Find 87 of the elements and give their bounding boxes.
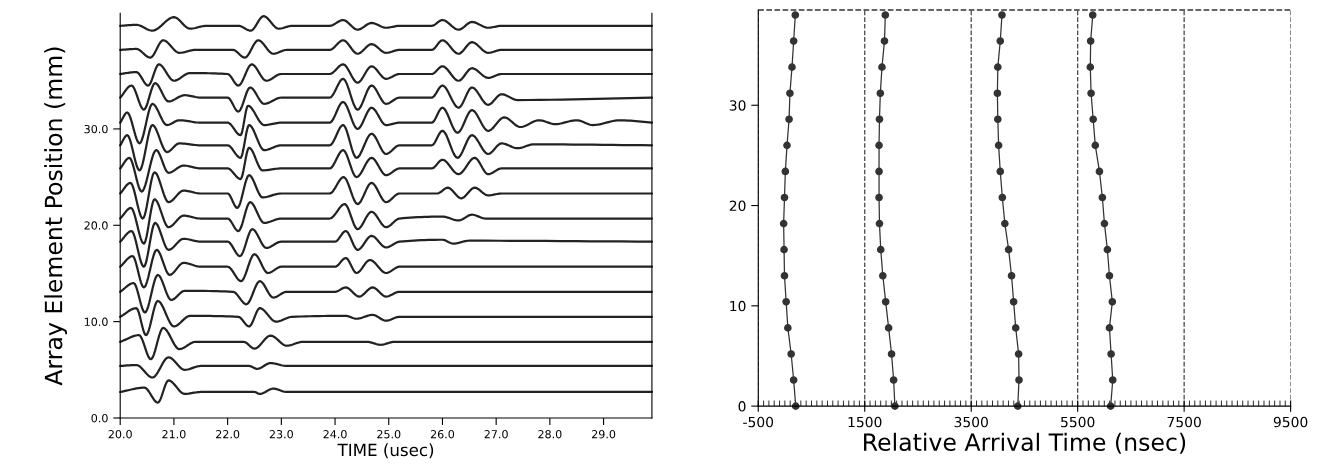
point xyxy=(876,89,885,98)
y-tick-label: 0 xyxy=(738,401,746,412)
point xyxy=(788,63,796,71)
y-tick-label: 20.0 xyxy=(84,221,108,230)
point xyxy=(875,219,884,228)
point xyxy=(1095,167,1104,176)
x-tick-label: -500 xyxy=(743,416,774,428)
point xyxy=(1100,219,1109,228)
point xyxy=(876,245,885,254)
point xyxy=(1011,324,1020,332)
y-tick-label: 30 xyxy=(729,100,746,111)
y-tick-label: 10 xyxy=(730,300,746,312)
point xyxy=(875,141,883,150)
point xyxy=(789,37,798,45)
y-tick-label: 20 xyxy=(729,200,746,212)
point xyxy=(881,11,890,19)
point xyxy=(1015,376,1023,384)
point xyxy=(996,167,1005,176)
point xyxy=(1108,298,1117,306)
point xyxy=(1088,11,1097,19)
x-tick-label: 27.0 xyxy=(484,430,508,439)
point xyxy=(779,219,788,228)
x-tick-label: 29.0 xyxy=(592,430,616,439)
point xyxy=(884,324,893,332)
point xyxy=(785,115,793,124)
x-axis-title: Relative Arrival Time (nsec) xyxy=(864,432,1186,454)
point xyxy=(782,298,790,306)
point xyxy=(998,11,1006,19)
point xyxy=(1091,141,1100,150)
point xyxy=(998,193,1007,202)
point xyxy=(875,193,883,202)
x-tick-label: 24.0 xyxy=(323,430,347,439)
point xyxy=(1007,271,1016,280)
point xyxy=(993,115,1002,124)
point xyxy=(1014,350,1023,358)
x-axis-title: TIME (usec) xyxy=(337,443,434,459)
point xyxy=(875,115,884,124)
point xyxy=(787,350,795,358)
point xyxy=(780,193,789,202)
point xyxy=(889,376,898,384)
point xyxy=(1105,271,1114,280)
y-tick-label: 30.0 xyxy=(84,124,108,134)
point xyxy=(783,141,791,150)
point xyxy=(1009,298,1018,306)
point xyxy=(1089,115,1097,124)
point xyxy=(880,37,889,45)
x-tick-label: 7500 xyxy=(1167,416,1201,428)
point xyxy=(994,141,1003,150)
point xyxy=(1108,376,1117,384)
point xyxy=(993,63,1002,71)
point xyxy=(780,245,788,254)
point xyxy=(1107,350,1115,358)
point xyxy=(1087,89,1095,98)
point xyxy=(780,271,789,280)
point xyxy=(875,167,883,176)
x-tick-label: 26.0 xyxy=(430,430,455,439)
point xyxy=(881,298,890,306)
point xyxy=(878,63,886,71)
x-tick-label: 1500 xyxy=(848,416,882,428)
point xyxy=(1086,63,1095,71)
x-tick-label: 28.0 xyxy=(538,430,562,439)
x-tick-label: 9500 xyxy=(1273,416,1308,428)
x-tick-label: 22.0 xyxy=(216,430,240,439)
x-tick-label: 20.0 xyxy=(108,430,132,439)
point xyxy=(786,89,794,98)
point xyxy=(1001,219,1009,228)
point xyxy=(993,89,1002,98)
point xyxy=(1098,193,1107,202)
x-tick-label: 5500 xyxy=(1061,416,1095,428)
x-tick-label: 3500 xyxy=(954,416,988,428)
y-tick-label: 10.0 xyxy=(84,317,108,327)
point xyxy=(789,376,798,384)
y-tick-label: 0.0 xyxy=(91,413,108,423)
y-axis-title: Array Element Position (mm) xyxy=(44,47,67,386)
point xyxy=(887,350,896,358)
x-tick-label: 21.0 xyxy=(162,430,186,439)
point xyxy=(879,271,887,280)
point xyxy=(784,324,792,332)
point xyxy=(1086,37,1095,45)
point xyxy=(996,37,1005,45)
x-tick-label: 23.0 xyxy=(269,430,293,439)
point xyxy=(1004,245,1013,254)
x-tick-label: 25.0 xyxy=(377,430,401,439)
point xyxy=(781,167,790,176)
point xyxy=(1105,324,1114,332)
point xyxy=(1103,245,1112,254)
point xyxy=(791,11,800,19)
